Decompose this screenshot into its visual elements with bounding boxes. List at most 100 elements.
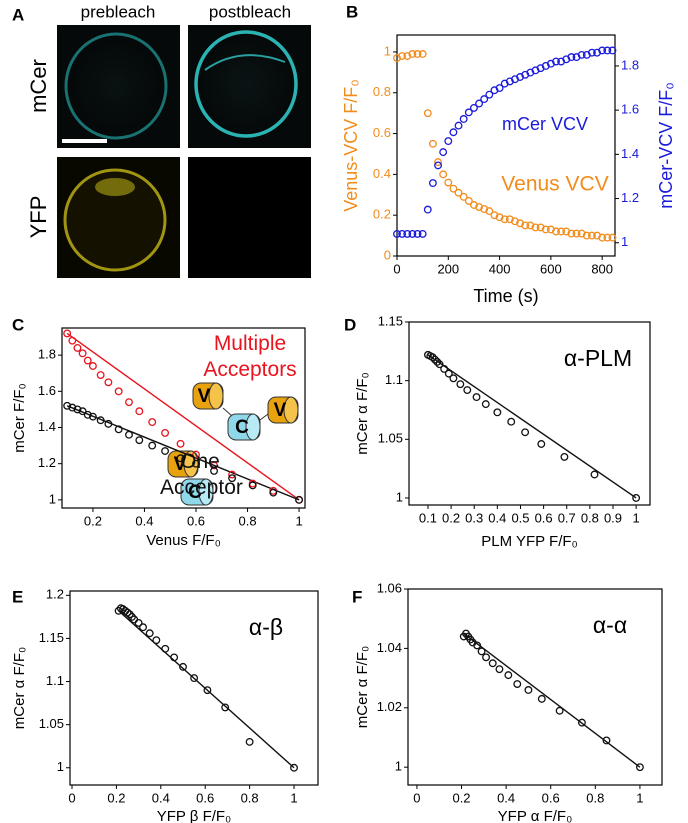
x-tick-label: 200 [437, 261, 459, 276]
plot-frame [396, 34, 616, 257]
x-tick-label: 800 [591, 261, 613, 276]
y-tick-label: 1.2 [46, 587, 64, 602]
y-tick-label: 0.8 [373, 84, 391, 99]
data-point [440, 364, 449, 373]
data-point [418, 229, 427, 238]
y-axis-label: mCer α F/F₀ [354, 372, 371, 454]
data-point [495, 84, 504, 92]
annotation: α-PLM [564, 345, 632, 371]
data-point [114, 425, 123, 434]
y2-tick-label: 1.4 [621, 146, 639, 161]
data-point [537, 440, 546, 448]
data-point [398, 52, 407, 60]
data-point [587, 231, 596, 240]
data-point [83, 410, 92, 419]
data-point [418, 50, 427, 58]
data-point [635, 763, 644, 772]
data-point [449, 128, 458, 137]
data-point [428, 139, 437, 148]
x-tick-label: 0.6 [187, 513, 205, 528]
series-label: mCer VCV [502, 114, 588, 134]
data-point [456, 380, 465, 389]
column-label: prebleach [81, 2, 156, 21]
data-point [541, 225, 550, 234]
data-point [459, 115, 468, 123]
series-label: Venus VCV [501, 173, 608, 196]
icon-label: C [235, 417, 249, 438]
y-tick-label: 0.2 [373, 207, 391, 222]
x-tick-label: 600 [540, 261, 562, 276]
data-point [463, 386, 472, 394]
data-point [444, 369, 453, 378]
data-point [521, 221, 530, 230]
data-point [537, 694, 546, 703]
data-point [88, 412, 97, 421]
data-point [210, 461, 218, 470]
x-axis-label: YFP α F/F₀ [498, 808, 573, 823]
data-point [493, 408, 502, 417]
data-point [96, 416, 105, 425]
data-point [608, 46, 617, 55]
x-tick-label: 0 [393, 261, 400, 276]
y-axis-label: mCer F/F₀ [11, 383, 28, 453]
data-point [434, 158, 442, 167]
y-tick-label: 1.1 [46, 673, 64, 688]
data-point [567, 53, 576, 62]
x-tick-label: 0.4 [488, 510, 506, 525]
y2-tick-label: 1.8 [621, 57, 639, 72]
x-tick-label: 0.2 [107, 790, 125, 805]
data-point [434, 161, 442, 170]
data-point [490, 211, 499, 220]
data-point [125, 398, 133, 407]
data-point [562, 227, 571, 236]
data-point [428, 353, 437, 362]
data-point [577, 718, 586, 727]
y-tick-label: 1.4 [38, 419, 56, 434]
data-point [480, 205, 489, 214]
data-point [444, 178, 453, 187]
panel-letter: C [12, 315, 24, 334]
x-tick-label: 0.6 [542, 790, 560, 805]
data-point [161, 644, 170, 653]
data-point [504, 671, 513, 680]
data-point [590, 470, 599, 479]
data-point [536, 223, 545, 232]
x-axis-label: YFP β F/F₀ [157, 808, 232, 823]
data-point [104, 419, 113, 428]
data-point [435, 360, 444, 369]
data-point [511, 217, 519, 226]
y-tick-label: 1 [396, 489, 403, 504]
data-point [516, 219, 525, 228]
plot-frame [408, 321, 651, 506]
data-point [524, 686, 533, 694]
fit-line [118, 610, 295, 769]
data-point [546, 225, 555, 234]
data-point [593, 231, 601, 240]
data-point [73, 405, 82, 414]
series-label: One Acceptor [160, 450, 243, 499]
data-point [632, 494, 641, 502]
data-point [560, 452, 569, 461]
data-point [481, 400, 490, 409]
x-axis-label: PLM YFP F/F₀ [481, 533, 578, 550]
data-point [176, 454, 185, 463]
data-point [505, 215, 514, 224]
y2-tick-label: 1 [621, 234, 628, 249]
data-point [582, 231, 591, 240]
y-tick-label: 1.05 [378, 431, 403, 446]
data-point [477, 647, 486, 656]
data-point [114, 387, 123, 396]
data-point [428, 179, 437, 188]
x-tick-label: 0 [68, 790, 75, 805]
x-tick-label: 0 [413, 790, 420, 805]
data-point [430, 355, 439, 364]
column-label: postbleach [209, 2, 291, 21]
annotation: α-β [249, 614, 283, 640]
y-tick-label: 1.6 [38, 383, 56, 398]
micrograph [57, 157, 180, 278]
data-point [104, 378, 113, 387]
plot-frame [69, 590, 319, 786]
y-tick-label: 0.6 [373, 125, 391, 140]
x-tick-label: 0.5 [511, 510, 529, 525]
